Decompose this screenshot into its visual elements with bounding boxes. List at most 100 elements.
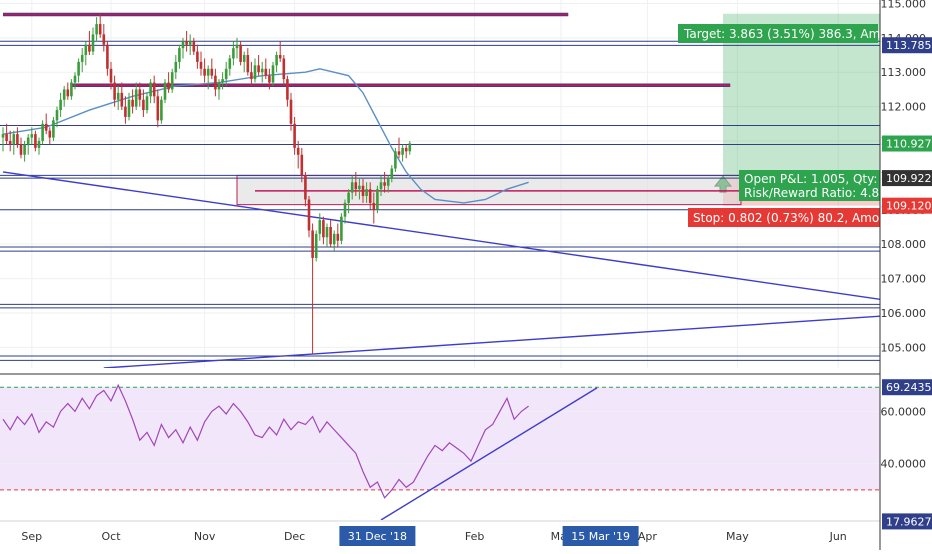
price-label: 113.785 <box>886 39 932 52</box>
candle <box>196 45 199 69</box>
candle-body <box>257 65 260 72</box>
candle <box>247 48 250 76</box>
candle-body <box>164 83 167 100</box>
candle <box>243 52 246 73</box>
rsi-pane <box>0 385 880 520</box>
candle <box>92 28 95 56</box>
candle-body <box>63 89 66 99</box>
candle-body <box>200 62 203 69</box>
candle <box>315 230 318 261</box>
risk-reward-label: Risk/Reward Ratio: 4.82 <box>744 186 887 200</box>
candle <box>279 41 282 62</box>
candle-body <box>369 189 372 203</box>
price-label: 109.120 <box>886 200 932 213</box>
candle-body <box>229 58 232 68</box>
support-zone[interactable] <box>237 175 741 204</box>
candle-body <box>383 182 386 185</box>
candle-body <box>405 148 408 151</box>
candle <box>308 196 311 237</box>
candle-body <box>193 41 196 51</box>
candle-body <box>135 89 138 106</box>
candle <box>225 62 228 86</box>
candle-body <box>380 182 383 189</box>
candle-body <box>95 24 98 34</box>
candle-body <box>182 41 185 48</box>
candle-body <box>344 203 347 217</box>
candle-body <box>275 55 278 65</box>
candle <box>376 186 379 214</box>
price-label: 110.927 <box>886 138 932 151</box>
candle <box>250 62 253 86</box>
price-axis[interactable]: 115.000114.000113.000112.000111.000110.0… <box>881 0 932 354</box>
candle <box>261 62 264 83</box>
candle-body <box>387 179 390 186</box>
candle-body <box>301 155 304 176</box>
candle-body <box>106 45 109 69</box>
candle-body <box>142 100 145 110</box>
stop-label: Stop: 0.802 (0.73%) 80.2, Amount <box>693 211 899 225</box>
time-label: Feb <box>465 530 484 543</box>
time-label: Jun <box>829 530 847 543</box>
candle <box>59 93 62 117</box>
price-tick-label: 113.000 <box>881 66 927 79</box>
candle-body <box>27 138 30 145</box>
price-tick-label: 112.000 <box>881 101 927 114</box>
candle <box>160 96 163 124</box>
candle-body <box>401 148 404 155</box>
candle <box>333 230 336 251</box>
candle <box>283 55 286 86</box>
candle <box>81 48 84 72</box>
candle-body <box>34 134 37 148</box>
time-label: May <box>726 530 749 543</box>
candle-body <box>355 182 358 189</box>
candle-body <box>128 100 131 117</box>
rsi-tick-label: 40.0000 <box>881 458 927 471</box>
candle-body <box>31 134 34 137</box>
candle-body <box>247 55 250 72</box>
candle <box>13 131 16 155</box>
candle <box>149 79 152 103</box>
time-label: Sep <box>21 530 42 543</box>
candle-body <box>398 151 401 154</box>
candle-body <box>20 144 23 154</box>
target-label: Target: 3.863 (3.51%) 386.3, Amount <box>683 27 908 41</box>
candle-body <box>333 234 336 244</box>
candle-body <box>23 144 26 154</box>
candle <box>34 131 37 152</box>
candle-body <box>70 83 73 97</box>
pnl-label: Open P&L: 1.005, Qty: 4 <box>744 172 889 186</box>
candle-body <box>214 76 217 90</box>
candle-body <box>189 41 192 44</box>
candle-body <box>391 169 394 179</box>
candle-body <box>117 93 120 100</box>
price-tick-label: 107.000 <box>881 273 927 286</box>
candle-body <box>236 45 239 48</box>
candle <box>409 141 412 155</box>
zone-rect[interactable] <box>237 175 741 204</box>
candle-body <box>81 55 84 62</box>
time-label: Oct <box>101 530 121 543</box>
candle <box>203 58 206 82</box>
candle-body <box>45 124 48 131</box>
candle <box>340 213 343 244</box>
candle-body <box>373 203 376 210</box>
candle-body <box>340 217 343 241</box>
candle-body <box>286 79 289 100</box>
candle-body <box>110 69 113 83</box>
candle <box>85 41 88 65</box>
price-tick-label: 108.000 <box>881 238 927 251</box>
candle-body <box>121 93 124 107</box>
candle-body <box>41 124 44 141</box>
candle-body <box>85 45 88 55</box>
candle <box>103 24 106 52</box>
candle <box>185 31 188 52</box>
candle-body <box>265 69 268 76</box>
candle-body <box>225 69 228 79</box>
candle-body <box>149 83 152 97</box>
candle-body <box>337 234 340 241</box>
candle-body <box>243 55 246 62</box>
